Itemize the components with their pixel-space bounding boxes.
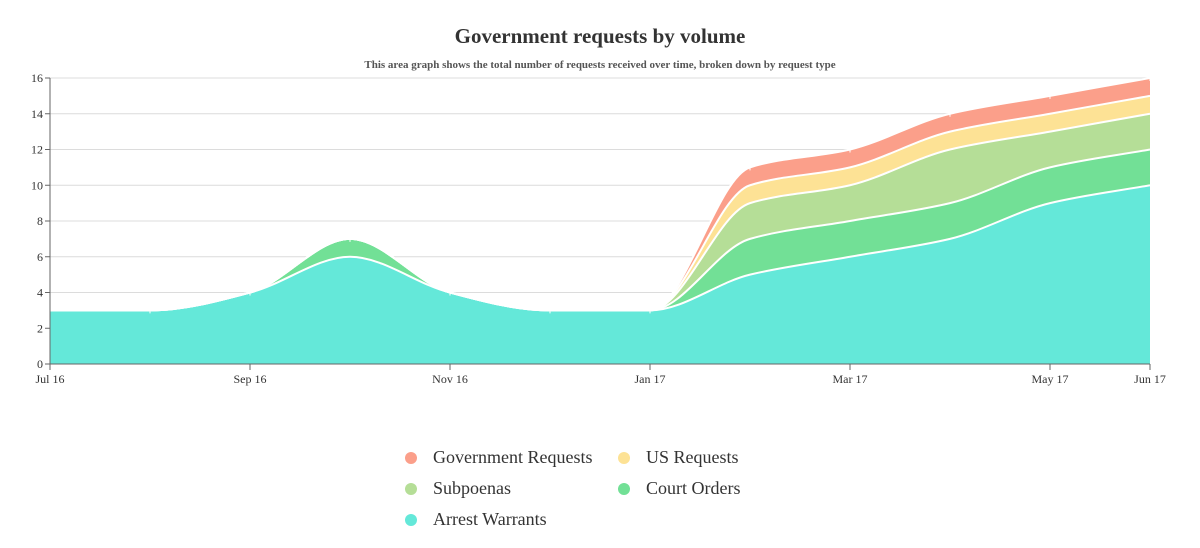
legend-dot-icon bbox=[618, 482, 630, 495]
x-tick-label: Jan 17 bbox=[635, 372, 666, 386]
x-tick-label: Jun 17 bbox=[1134, 372, 1166, 386]
legend-item-us-requests[interactable]: US Requests bbox=[618, 447, 739, 468]
y-tick-label: 2 bbox=[37, 321, 43, 335]
area-arrest-warrants bbox=[50, 185, 1150, 364]
y-tick-label: 0 bbox=[37, 357, 43, 371]
legend-dot-icon bbox=[405, 451, 417, 464]
y-tick-label: 14 bbox=[31, 107, 43, 121]
chart-title: Government requests by volume bbox=[454, 24, 746, 48]
y-tick-label: 6 bbox=[37, 250, 43, 264]
y-tick-label: 16 bbox=[31, 71, 43, 85]
y-tick-label: 12 bbox=[31, 143, 43, 157]
x-tick-label: Mar 17 bbox=[833, 372, 868, 386]
legend-label: Arrest Warrants bbox=[433, 509, 547, 529]
legend-label: Court Orders bbox=[646, 478, 741, 498]
legend-dot-icon bbox=[618, 451, 630, 464]
area-us-requests bbox=[50, 95, 1150, 311]
y-tick-label: 4 bbox=[37, 286, 43, 300]
legend-item-government-requests[interactable]: Government Requests bbox=[405, 447, 592, 468]
legend-item-court-orders[interactable]: Court Orders bbox=[618, 478, 740, 499]
y-tick-label: 8 bbox=[37, 214, 43, 228]
legend-label: Subpoenas bbox=[433, 478, 511, 498]
area-government-requests bbox=[50, 78, 1150, 311]
y-tick-label: 10 bbox=[31, 178, 43, 192]
legend-label: US Requests bbox=[646, 447, 739, 467]
legend-item-arrest-warrants[interactable]: Arrest Warrants bbox=[405, 509, 547, 530]
area-court-orders bbox=[50, 149, 1150, 311]
legend-label: Government Requests bbox=[433, 447, 593, 467]
chart-subtitle: This area graph shows the total number o… bbox=[364, 59, 836, 71]
legend-dot-icon bbox=[405, 513, 417, 526]
legend-item-subpoenas[interactable]: Subpoenas bbox=[405, 478, 511, 499]
x-tick-label: Nov 16 bbox=[432, 372, 468, 386]
legend-dot-icon bbox=[405, 482, 417, 495]
x-tick-label: Sep 16 bbox=[234, 372, 267, 386]
x-tick-label: Jul 16 bbox=[35, 372, 64, 386]
x-tick-label: May 17 bbox=[1032, 372, 1069, 386]
series-line-arrest-warrants bbox=[50, 184, 1151, 312]
